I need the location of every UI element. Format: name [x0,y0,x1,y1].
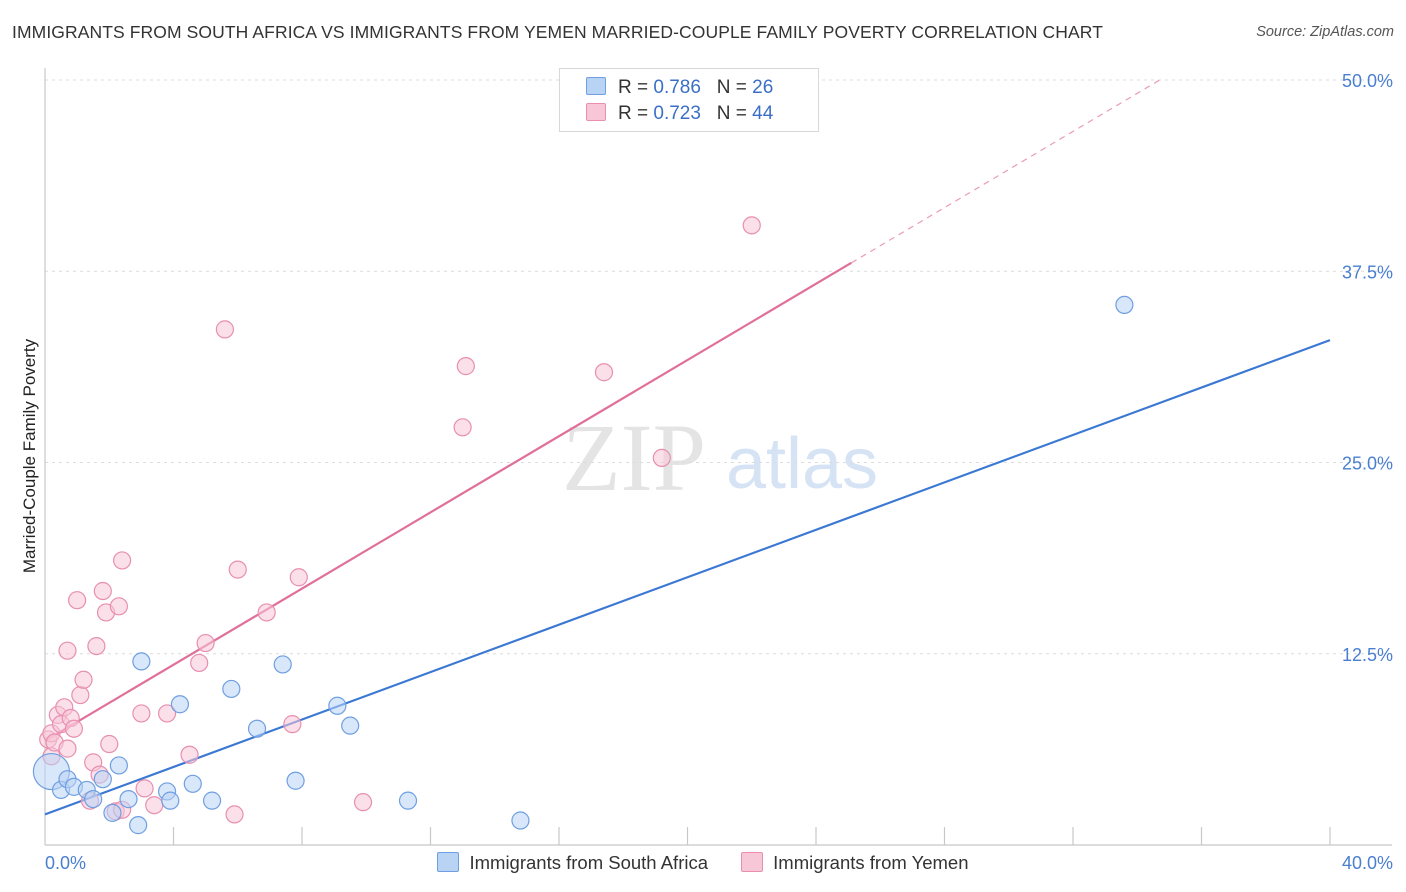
point-yemen [215,320,234,339]
series-legend: Immigrants from South Africa Immigrants … [0,852,1406,874]
legend-row-south-africa: R = 0.786 N = 26 [586,77,773,99]
point-yemen [180,745,199,764]
point-south-africa [273,655,292,674]
point-yemen [93,581,112,601]
point-yemen [87,636,106,656]
point-south-africa [247,719,267,738]
point-yemen [145,796,164,815]
legend-r-label: R = [618,103,654,124]
legend-n-value: 44 [752,103,774,124]
watermark-atlas: atlas [726,424,878,504]
stats-legend: R = 0.786 N = 26 R = 0.723 N = 44 [559,68,819,132]
legend-swatch-blue [437,852,460,872]
x-tick-labels: 0.0% 40.0% [45,853,1393,873]
point-south-africa [511,811,530,830]
point-south-africa [328,696,347,715]
legend-r-label: R = [618,77,654,98]
point-south-africa [286,771,305,790]
legend-label-south-africa: Immigrants from South Africa [469,852,709,873]
legend-n-label: N = [716,103,753,124]
trend-line-yemen-extension [851,79,1161,264]
point-south-africa [1115,295,1134,315]
legend-swatch-blue [586,77,606,95]
point-yemen [58,641,77,660]
point-south-africa [222,679,241,699]
y-tick-labels: 12.5% 25.0% 37.5% 50.0% [1342,71,1393,665]
legend-label-yemen: Immigrants from Yemen [773,852,969,873]
watermark: ZIP atlas [562,404,878,511]
legend-n-label: N = [716,77,753,98]
chart-title: IMMIGRANTS FROM SOUTH AFRICA VS IMMIGRAN… [12,22,1104,42]
y-tick-label: 37.5% [1342,262,1393,282]
point-south-africa [103,803,122,822]
point-yemen [68,591,87,610]
point-yemen [100,734,119,754]
point-south-africa [119,789,138,809]
watermark-zip: ZIP [562,404,706,511]
point-yemen [594,363,614,382]
point-south-africa [202,791,222,810]
point-yemen [652,448,671,468]
legend-row-yemen: R = 0.723 N = 44 [586,103,773,125]
point-yemen [135,779,154,798]
point-south-africa [109,756,128,775]
point-south-africa [132,652,151,671]
legend-r-value: 0.723 [653,103,701,124]
point-yemen [71,685,90,705]
point-yemen [289,568,308,587]
point-yemen [742,216,761,235]
grid-lines [45,79,1392,655]
point-yemen [132,704,151,723]
point-south-africa [398,791,418,810]
axes [44,68,1392,846]
legend-r-value: 0.786 [653,77,701,98]
point-yemen [157,704,177,723]
legend-item-south-africa[interactable]: Immigrants from South Africa [437,852,708,874]
x-tick-label: 0.0% [45,853,86,873]
point-yemen [225,805,244,824]
data-points [32,216,1134,835]
legend-swatch-pink [741,852,764,872]
point-yemen [283,715,302,734]
point-yemen [456,357,475,376]
point-south-africa [84,789,103,809]
point-yemen [453,418,472,437]
point-yemen [196,633,215,653]
point-south-africa [341,716,360,735]
source-label: Source: ZipAtlas.com [1256,24,1394,40]
point-yemen [228,560,247,579]
point-south-africa [93,770,112,789]
point-yemen [190,653,209,673]
point-yemen [112,551,132,570]
point-yemen [109,597,128,616]
point-yemen [74,670,93,689]
point-yemen [58,739,77,758]
point-south-africa [129,816,148,835]
legend-n-value: 26 [752,77,774,98]
point-south-africa [170,695,190,714]
point-yemen [353,793,373,812]
x-tick-label: 40.0% [1342,853,1393,873]
trend-line-yemen [44,261,852,742]
y-tick-label: 25.0% [1342,454,1393,474]
legend-item-yemen[interactable]: Immigrants from Yemen [741,852,969,874]
point-south-africa [161,791,180,810]
point-yemen [64,719,84,738]
point-south-africa [183,774,202,793]
legend-swatch-pink [586,103,606,121]
y-tick-label: 50.0% [1342,71,1393,91]
y-tick-label: 12.5% [1342,645,1393,665]
point-yemen [257,603,276,622]
